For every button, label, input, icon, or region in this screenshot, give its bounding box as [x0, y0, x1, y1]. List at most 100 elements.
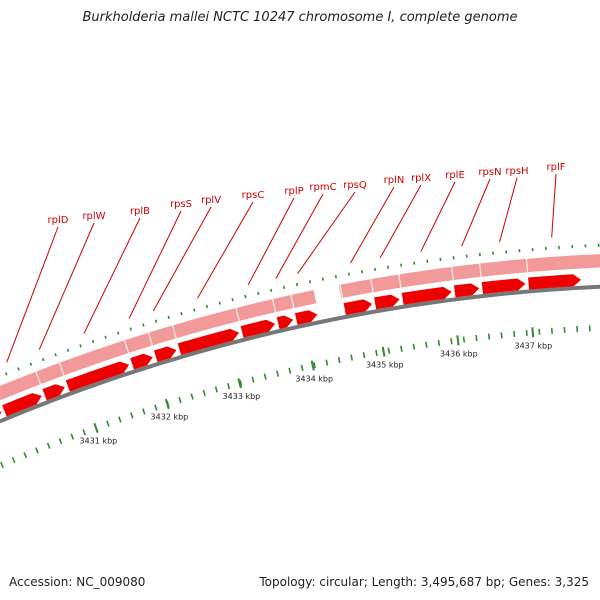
scale-tick: [513, 330, 516, 338]
kbp-label: 3431 kbp: [80, 437, 118, 446]
band-divider: [271, 298, 277, 313]
scale-tick: [202, 389, 206, 397]
scale-tick: [239, 379, 243, 386]
kbp-labels: 3431 kbp 3432 kbp 3433 kbp 3434 kbp 3435 kbp…: [80, 327, 552, 446]
kbp-label: 3434 kbp: [295, 374, 333, 383]
band-divider: [339, 284, 344, 299]
leader-rplD: [6, 226, 59, 363]
scale-tick: [425, 341, 428, 348]
gene-label-rplP: rplP: [284, 186, 303, 197]
leader-rpsN: [461, 178, 491, 247]
gene-arrow-rpsH: [481, 278, 526, 295]
band-divider: [35, 371, 42, 385]
gene-label-rplF: rplF: [547, 162, 566, 173]
scale-tick: [227, 383, 231, 390]
scale-tick: [214, 386, 218, 393]
track-tick: [193, 308, 196, 312]
scale-tick: [350, 354, 353, 361]
leader-rpmC: [275, 193, 324, 279]
scale-major-tick: [381, 346, 386, 357]
scale-tick: [190, 393, 194, 400]
track-tick: [129, 327, 132, 331]
track-tick: [91, 339, 95, 344]
gene-track-ticks: [4, 243, 600, 376]
gene-arrow-rplF: [528, 274, 582, 290]
leader-rplV: [152, 206, 212, 312]
scale-tick: [313, 362, 316, 369]
gene-label-rpsH: rpsH: [505, 166, 528, 177]
gene-arrow-rplX: [374, 294, 400, 310]
track-tick: [154, 319, 158, 323]
scale-tick: [35, 447, 39, 454]
leader-rpsH: [499, 177, 518, 243]
scale-tick: [300, 364, 304, 372]
track-tick: [347, 272, 350, 276]
scale-tick: [263, 373, 267, 380]
gene-arrow-rplV: [153, 346, 177, 363]
gene-label-rplB: rplB: [130, 206, 150, 217]
gene-bands: [0, 253, 600, 402]
band-divider: [370, 278, 374, 293]
gene-arrow-rpsC: [177, 328, 240, 355]
scale-tick: [288, 367, 292, 374]
gene-arrow-rpmC: [276, 315, 294, 329]
scale-tick: [142, 408, 146, 415]
genome-stats-text: Topology: circular; Length: 3,495,687 bp…: [259, 575, 589, 589]
track-tick: [17, 367, 20, 371]
gene-arrow-rplB: [65, 361, 130, 392]
scale-major-tick: [237, 378, 242, 389]
track-tick: [231, 298, 234, 302]
leader-rplF: [551, 173, 557, 238]
scale-tick: [400, 345, 403, 352]
track-tick: [142, 323, 145, 327]
gene-arrow-edge: [0, 411, 2, 415]
track-tick: [104, 335, 107, 339]
gene-label-rpsS: rpsS: [170, 199, 192, 210]
scale-tick: [375, 349, 378, 357]
gene-label-rplD: rplD: [48, 215, 69, 226]
scale-tick: [11, 456, 16, 464]
gene-label-rpsN: rpsN: [478, 167, 501, 178]
gene-label-rplV: rplV: [201, 195, 221, 206]
scale-tick: [58, 438, 63, 445]
track-tick: [334, 274, 337, 279]
leader-rpsC: [197, 201, 254, 299]
scale-tick: [46, 442, 51, 449]
scale-tick: [387, 347, 391, 354]
chromosome-backbone: [0, 284, 600, 424]
gene-arrow-rplP: [240, 319, 276, 338]
gene-arrows: [0, 274, 582, 417]
gene-band-left: [0, 289, 318, 402]
kbp-label: 3432 kbp: [151, 413, 189, 422]
scale-tick: [276, 370, 280, 377]
leader-rplW: [38, 222, 95, 350]
gene-labels: rplD rplW rplB rpsS rplV rpsC rplP rpmC rpsQ rplN…: [48, 162, 566, 226]
gene-arrow-rplD: [2, 393, 42, 417]
band-divider: [525, 258, 529, 273]
scale-tick: [525, 329, 528, 336]
track-tick: [373, 267, 377, 272]
scale-ticks: [0, 325, 591, 469]
scale-major-tick: [456, 335, 460, 346]
leader-rplN: [350, 186, 395, 264]
gene-arrow-rpsQ: [294, 310, 318, 325]
scale-tick: [462, 336, 466, 343]
band-divider: [479, 263, 482, 278]
band-divider: [171, 325, 177, 339]
scale-tick: [362, 352, 366, 359]
leader-rpsS: [128, 210, 182, 319]
track-tick: [360, 270, 364, 274]
track-tick: [79, 344, 82, 348]
leader-rplP: [247, 197, 295, 286]
gene-band-right: [338, 253, 600, 299]
scale-tick: [251, 376, 255, 383]
scale-tick: [178, 397, 182, 404]
track-tick: [66, 348, 70, 352]
band-divider: [123, 339, 130, 354]
scale-major-tick: [531, 327, 535, 338]
scale-tick: [325, 359, 329, 366]
track-tick: [167, 315, 170, 320]
label-leader-lines: [6, 173, 557, 363]
map-title: Burkholderia mallei NCTC 10247 chromosom…: [82, 10, 518, 25]
gene-arrow-rpsS: [130, 353, 153, 370]
